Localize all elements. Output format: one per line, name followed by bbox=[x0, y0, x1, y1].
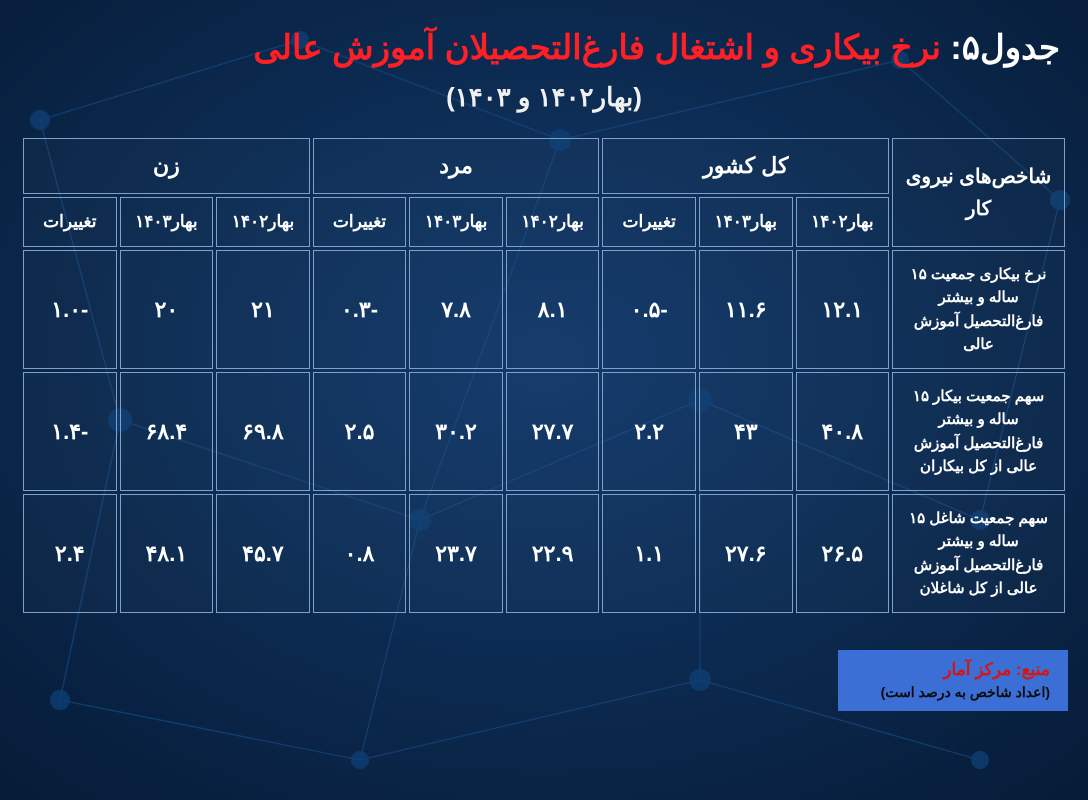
table-row: نرخ بیکاری جمعیت ۱۵ ساله و بیشتر فارغ‌ال… bbox=[23, 250, 1065, 369]
group-header-female: زن bbox=[23, 138, 310, 194]
title-main: نرخ بیکاری و اشتغال فارغ‌التحصیلان آموزش… bbox=[253, 29, 941, 67]
cell: ۲۶.۵ bbox=[796, 494, 890, 613]
sub-header: تغییرات bbox=[23, 197, 117, 247]
cell: ۲۲.۹ bbox=[506, 494, 600, 613]
cell: ۶۹.۸ bbox=[216, 372, 310, 491]
table-row: سهم جمعیت بیکار ۱۵ ساله و بیشتر فارغ‌الت… bbox=[23, 372, 1065, 491]
cell: ۲۷.۷ bbox=[506, 372, 600, 491]
row-label: سهم جمعیت شاغل ۱۵ ساله و بیشتر فارغ‌التح… bbox=[892, 494, 1065, 613]
cell: ۲.۴ bbox=[23, 494, 117, 613]
cell: ۷.۸ bbox=[409, 250, 503, 369]
group-header-total: کل کشور bbox=[602, 138, 889, 194]
cell: -۰.۵ bbox=[602, 250, 696, 369]
group-header-male: مرد bbox=[313, 138, 600, 194]
sub-header: بهار۱۴۰۲ bbox=[216, 197, 310, 247]
row-label: نرخ بیکاری جمعیت ۱۵ ساله و بیشتر فارغ‌ال… bbox=[892, 250, 1065, 369]
cell: ۱.۱ bbox=[602, 494, 696, 613]
row-label: سهم جمعیت بیکار ۱۵ ساله و بیشتر فارغ‌الت… bbox=[892, 372, 1065, 491]
title-prefix: جدول۵: bbox=[950, 29, 1060, 67]
source-note: (اعداد شاخص به درصد است) bbox=[866, 684, 1050, 701]
cell: ۸.۱ bbox=[506, 250, 600, 369]
sub-header: بهار۱۴۰۲ bbox=[506, 197, 600, 247]
cell: -۱.۴ bbox=[23, 372, 117, 491]
cell: ۰.۸ bbox=[313, 494, 407, 613]
cell: ۴۸.۱ bbox=[120, 494, 214, 613]
cell: ۴۰.۸ bbox=[796, 372, 890, 491]
corner-header: شاخص‌های نیروی کار bbox=[892, 138, 1065, 247]
data-table: شاخص‌های نیروی کار کل کشور مرد زن بهار۱۴… bbox=[20, 135, 1068, 616]
sub-header: تغییرات bbox=[313, 197, 407, 247]
cell: ۴۳ bbox=[699, 372, 793, 491]
sub-header: بهار۱۴۰۳ bbox=[699, 197, 793, 247]
sub-header: بهار۱۴۰۳ bbox=[409, 197, 503, 247]
page-title: جدول۵: نرخ بیکاری و اشتغال فارغ‌التحصیلا… bbox=[20, 28, 1068, 68]
table-row: سهم جمعیت شاغل ۱۵ ساله و بیشتر فارغ‌التح… bbox=[23, 494, 1065, 613]
cell: ۴۵.۷ bbox=[216, 494, 310, 613]
cell: -۰.۳ bbox=[313, 250, 407, 369]
sub-header: بهار۱۴۰۳ bbox=[120, 197, 214, 247]
cell: ۲۳.۷ bbox=[409, 494, 503, 613]
cell: ۶۸.۴ bbox=[120, 372, 214, 491]
cell: ۲۱ bbox=[216, 250, 310, 369]
cell: ۱۱.۶ bbox=[699, 250, 793, 369]
source-box: منبع: مرکز آمار (اعداد شاخص به درصد است) bbox=[838, 650, 1068, 711]
cell: ۲.۲ bbox=[602, 372, 696, 491]
sub-header: تغییرات bbox=[602, 197, 696, 247]
cell: ۱۲.۱ bbox=[796, 250, 890, 369]
source-label: منبع: مرکز آمار bbox=[866, 660, 1050, 680]
cell: ۲۰ bbox=[120, 250, 214, 369]
cell: ۲۷.۶ bbox=[699, 494, 793, 613]
cell: -۱.۰ bbox=[23, 250, 117, 369]
cell: ۳۰.۲ bbox=[409, 372, 503, 491]
cell: ۲.۵ bbox=[313, 372, 407, 491]
subtitle: (بهار۱۴۰۲ و ۱۴۰۳) bbox=[20, 82, 1068, 113]
sub-header: بهار۱۴۰۲ bbox=[796, 197, 890, 247]
